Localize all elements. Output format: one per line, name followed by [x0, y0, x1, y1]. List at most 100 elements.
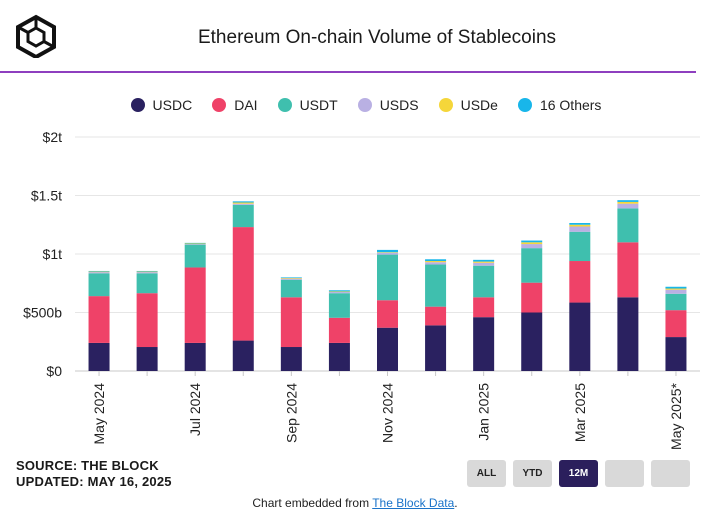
bar-usds	[184, 244, 206, 245]
bar-usdc	[617, 297, 639, 371]
legend-label: USDe	[460, 97, 498, 113]
legend-item-16-others[interactable]: 16 Others	[517, 97, 602, 113]
bar-usdc	[473, 317, 495, 371]
x-tick-label: Jan 2025	[476, 383, 492, 441]
bar-usdt	[377, 254, 398, 301]
range-button-ytd[interactable]: YTD	[513, 460, 552, 487]
the-block-logo-icon	[16, 14, 56, 58]
bar-usde	[377, 252, 398, 253]
bar-usdt	[425, 264, 447, 307]
source-label: SOURCE: THE BLOCK	[16, 458, 159, 473]
x-tick-label: Sep 2024	[283, 383, 299, 443]
embed-prefix: Chart embedded from	[252, 496, 373, 510]
range-button-all[interactable]: ALL	[467, 460, 506, 487]
bar-usdc	[569, 302, 591, 371]
bar-usdt	[665, 293, 687, 311]
updated-label: UPDATED: MAY 16, 2025	[16, 474, 172, 489]
bar-dai	[617, 242, 639, 298]
bar-usdt	[280, 279, 302, 298]
legend-swatch-dai	[212, 98, 227, 112]
legend-swatch-usds	[357, 98, 372, 112]
bar-usdt	[617, 208, 639, 243]
bar-dai	[665, 310, 687, 338]
legend-swatch-usde	[438, 98, 453, 112]
legend-swatch-16-others	[517, 98, 532, 112]
bar-usde	[569, 224, 591, 227]
bar-usdc	[280, 347, 302, 371]
bar-usds	[473, 262, 495, 266]
bar-16-others	[280, 277, 302, 278]
bar-usde	[328, 291, 350, 293]
bar-16-others	[617, 200, 639, 202]
bar-usde	[88, 271, 110, 273]
bar-usdc	[232, 340, 254, 371]
bar-16-others	[473, 259, 495, 262]
y-tick-label: $1.5t	[31, 188, 62, 204]
bar-usds	[425, 262, 447, 265]
legend-label: DAI	[234, 97, 258, 113]
the-block-data-link[interactable]: The Block Data	[372, 496, 455, 510]
bar-dai	[88, 296, 110, 343]
bar-usdc	[136, 347, 158, 371]
bar-dai	[377, 300, 398, 328]
legend-item-usdt[interactable]: USDT	[277, 97, 338, 113]
legend-swatch-usdc	[130, 98, 145, 112]
bar-usds	[377, 252, 398, 255]
bar-usde	[425, 261, 447, 263]
bar-dai	[521, 282, 543, 313]
bar-usde	[232, 202, 254, 204]
bar-16-others	[184, 242, 206, 244]
bar-usds	[88, 272, 110, 274]
embed-suffix: .	[454, 496, 458, 510]
x-tick-label: Jul 2024	[187, 383, 203, 436]
y-tick-label: $500b	[23, 305, 62, 321]
bar-usdt	[328, 293, 350, 318]
bar-usdc	[328, 342, 350, 371]
bar-usdt	[88, 273, 110, 297]
legend-label: 16 Others	[539, 97, 602, 113]
bar-dai	[425, 306, 447, 326]
bar-usde	[665, 288, 687, 290]
bar-usds	[280, 278, 302, 280]
bar-usds	[665, 289, 687, 294]
bar-usds	[521, 244, 543, 249]
range-button-blank[interactable]	[651, 460, 690, 487]
x-tick-label: Nov 2024	[380, 383, 396, 443]
bar-16-others	[232, 201, 254, 203]
bar-dai	[184, 267, 206, 343]
bar-usde	[473, 261, 495, 263]
y-tick-label: $0	[46, 363, 62, 379]
bar-usdt	[521, 248, 543, 283]
range-button-12m[interactable]: 12M	[559, 460, 598, 487]
embed-credit: Chart embedded from The Block Data.	[0, 496, 710, 510]
bar-16-others	[521, 240, 543, 243]
legend-item-usde[interactable]: USDe	[438, 97, 498, 113]
y-tick-label: $1t	[43, 246, 63, 262]
x-tick-label: Mar 2025	[572, 383, 588, 442]
bar-dai	[569, 261, 591, 303]
legend-item-usdc[interactable]: USDC	[130, 97, 192, 113]
bar-usdt	[473, 265, 495, 298]
page-title: Ethereum On-chain Volume of Stablecoins	[197, 27, 557, 48]
bar-usdt	[184, 244, 206, 268]
bar-usds	[232, 203, 254, 205]
bar-usds	[136, 272, 158, 274]
bar-usds	[617, 203, 639, 209]
source-note: SOURCE: THE BLOCK UPDATED: MAY 16, 2025	[16, 458, 172, 490]
range-button-group: ALL YTD 12M	[467, 460, 690, 487]
bar-usdc	[377, 327, 398, 371]
bar-dai	[136, 293, 158, 348]
bar-usdc	[88, 342, 110, 371]
bar-usde	[280, 277, 302, 279]
chart-legend: USDC DAI USDT USDS USDe 16 Others	[0, 97, 710, 113]
legend-item-usds[interactable]: USDS	[357, 97, 419, 113]
bar-usde	[521, 242, 543, 245]
bar-dai	[328, 317, 350, 343]
bar-16-others	[665, 286, 687, 289]
legend-label: USDS	[379, 97, 419, 113]
legend-swatch-usdt	[277, 98, 292, 112]
bar-usds	[328, 292, 350, 294]
bar-usdc	[184, 342, 206, 371]
range-button-blank[interactable]	[605, 460, 644, 487]
legend-item-dai[interactable]: DAI	[212, 97, 258, 113]
